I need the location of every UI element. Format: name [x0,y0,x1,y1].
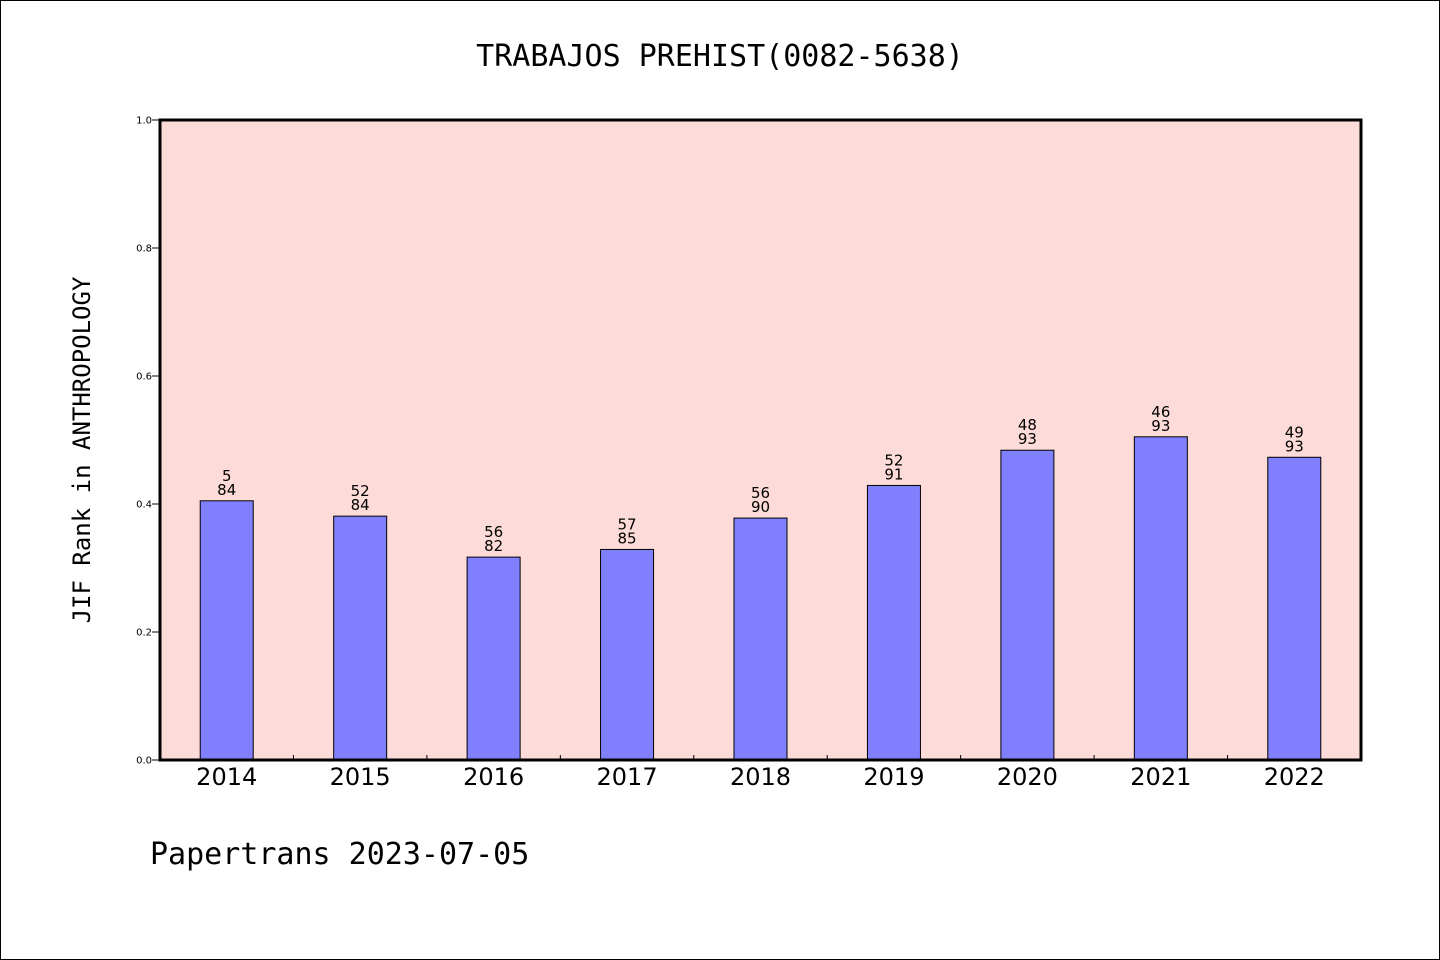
bar-total-label: 85 [618,529,637,547]
chart-title: TRABAJOS PREHIST(0082-5638) [476,39,964,74]
bar [466,556,521,761]
bar-total-label: 91 [884,465,903,483]
y-tick-label: 1.0 [136,116,152,127]
bar [1000,449,1055,761]
bar-rank-label: 56 [484,523,503,541]
bar-total-label: 90 [751,498,770,516]
y-axis-label: JIF Rank in ANTHROPOLOGY [68,276,96,623]
y-tick-label: 0.2 [136,628,152,639]
x-tick-label: 2015 [330,763,391,791]
bar-rank-label: 49 [1285,423,1304,441]
bar-total-label: 84 [351,496,370,514]
x-tick-label: 2021 [1130,763,1191,791]
bar [1133,436,1188,761]
y-tick-label: 0.6 [136,372,152,383]
x-tick-label: 2017 [597,763,658,791]
bar-total-label: 93 [1018,430,1037,448]
bar-rank-label: 57 [618,515,637,533]
bar-total-label: 93 [1285,437,1304,455]
bar-rank-label: 48 [1018,416,1037,434]
bar-rank-label: 52 [884,451,903,469]
bar-total-label: 82 [484,537,503,555]
bar [600,548,655,761]
bar-rank-label: 52 [351,482,370,500]
y-tick-label: 0.8 [136,244,152,255]
bar [333,515,388,761]
x-tick-label: 2019 [863,763,924,791]
plot-area: 0.00.20.40.60.81.05842014528420155682201… [136,116,1363,791]
bar-rank-label: 46 [1151,403,1170,421]
bar [199,500,254,761]
bar-total-label: 93 [1151,417,1170,435]
bar-total-label: 84 [217,481,236,499]
bar [733,517,788,761]
x-tick-label: 2022 [1264,763,1325,791]
plot-border [158,118,1363,762]
bar [1267,456,1322,761]
bar-rank-label: 5 [222,467,232,485]
x-tick-label: 2020 [997,763,1058,791]
x-tick-label: 2016 [463,763,524,791]
x-tick-label: 2014 [196,763,257,791]
x-tick-label: 2018 [730,763,791,791]
y-tick-label: 0.0 [136,756,152,767]
footer-credit: Papertrans 2023-07-05 [150,837,529,872]
y-tick-label: 0.4 [136,500,152,511]
bar-rank-label: 56 [751,484,770,502]
bar [866,484,921,761]
